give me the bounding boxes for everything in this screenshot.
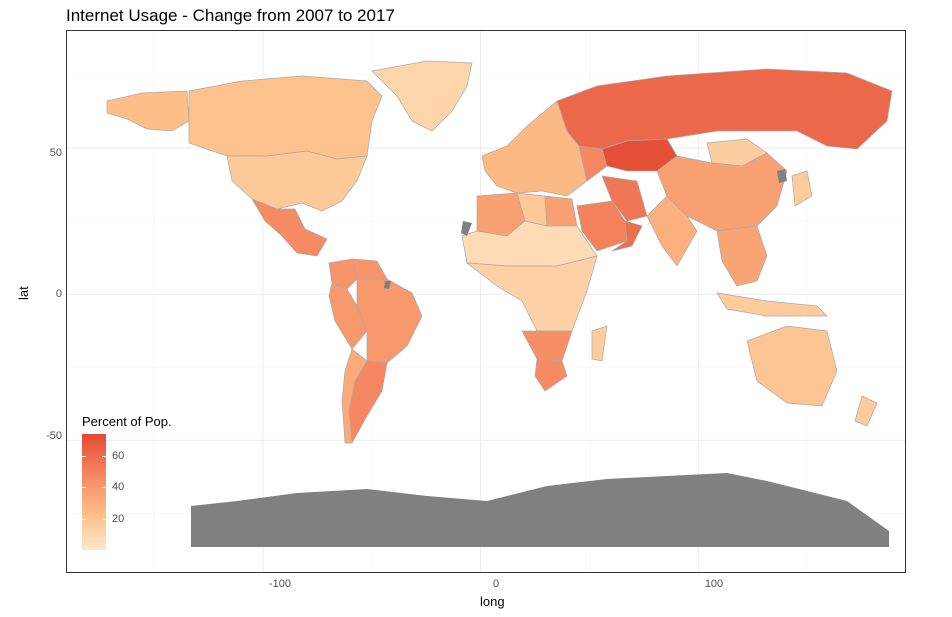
x-tick: -100 bbox=[268, 578, 292, 590]
region-north-korea bbox=[777, 169, 787, 183]
region-oman bbox=[611, 220, 643, 252]
y-tick: 50 bbox=[49, 147, 62, 159]
region-japan bbox=[791, 170, 813, 207]
region-egypt bbox=[544, 195, 578, 227]
region-southeast-asia bbox=[716, 225, 768, 287]
region-greenland bbox=[371, 60, 473, 132]
region-canada bbox=[188, 75, 383, 160]
legend-tick-mark bbox=[82, 456, 86, 457]
legend-title: Percent of Pop. bbox=[82, 414, 172, 429]
region-iran bbox=[601, 175, 648, 222]
region-central-africa bbox=[465, 255, 598, 332]
region-indonesia bbox=[716, 292, 828, 317]
region-brazil bbox=[356, 278, 423, 364]
map-svg bbox=[67, 31, 905, 572]
chart-title: Internet Usage - Change from 2007 to 201… bbox=[66, 6, 395, 25]
region-peru bbox=[328, 282, 368, 350]
region-antarctica bbox=[191, 473, 889, 547]
x-axis-title: long bbox=[480, 594, 505, 609]
legend-tick: 60 bbox=[112, 450, 125, 462]
legend-tick-mark bbox=[102, 456, 106, 457]
region-alaska bbox=[106, 90, 190, 132]
legend-tick-mark bbox=[102, 487, 106, 488]
legend-tick: 20 bbox=[112, 513, 125, 525]
plot-panel bbox=[66, 30, 906, 573]
region-chile bbox=[341, 348, 368, 444]
legend-tick-mark bbox=[102, 519, 106, 520]
region-botswana bbox=[521, 330, 573, 362]
legend-tick-mark bbox=[82, 519, 86, 520]
region-australia bbox=[746, 325, 838, 407]
y-tick: -50 bbox=[46, 430, 62, 442]
x-tick: 0 bbox=[492, 578, 500, 590]
region-india bbox=[646, 195, 698, 267]
region-colombia bbox=[328, 258, 358, 290]
region-new-zealand bbox=[854, 395, 878, 427]
legend-tick: 40 bbox=[112, 481, 125, 493]
y-axis-title: lat bbox=[16, 286, 31, 300]
region-russia bbox=[556, 68, 893, 150]
region-madagascar bbox=[591, 325, 608, 362]
legend-tick-mark bbox=[82, 487, 86, 488]
y-tick: 0 bbox=[55, 288, 62, 300]
region-united-states bbox=[226, 150, 368, 212]
region-south-africa bbox=[534, 358, 568, 392]
region-french-guiana bbox=[384, 281, 391, 289]
legend-colorbar bbox=[82, 434, 106, 550]
region-mexico bbox=[251, 198, 328, 257]
x-tick: 100 bbox=[704, 578, 724, 590]
region-venezuela bbox=[351, 258, 388, 282]
region-western-sahara bbox=[461, 221, 472, 236]
